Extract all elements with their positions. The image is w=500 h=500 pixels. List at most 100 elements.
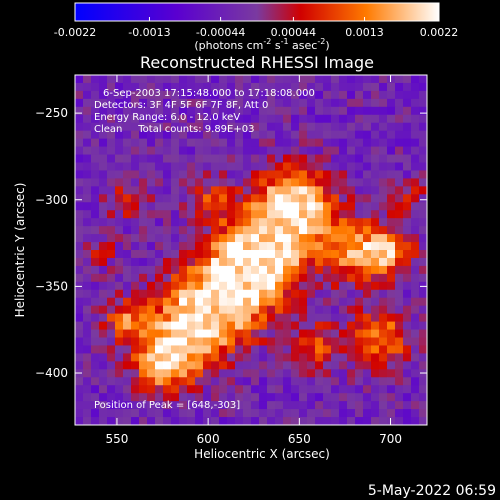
heatmap-cell	[315, 353, 324, 362]
heatmap-cell	[331, 281, 340, 291]
heatmap-cell	[123, 194, 132, 203]
heatmap-cell	[283, 130, 292, 140]
heatmap-cell	[227, 75, 236, 84]
heatmap-cell	[331, 130, 340, 140]
heatmap-cell	[331, 265, 340, 275]
heatmap-cell	[315, 218, 324, 227]
heatmap-cell	[187, 257, 196, 267]
heatmap-cell	[251, 98, 260, 108]
heatmap-cell	[315, 329, 324, 339]
heatmap-cell	[99, 321, 108, 331]
heatmap-cell	[347, 289, 356, 299]
heatmap-cell	[195, 273, 204, 283]
heatmap-cell	[219, 226, 228, 235]
heatmap-cell	[123, 98, 132, 108]
heatmap-cell	[315, 250, 324, 259]
heatmap-cell	[315, 75, 324, 84]
heatmap-cell	[99, 82, 108, 92]
heatmap-cell	[131, 130, 140, 140]
heatmap-cell	[187, 90, 196, 100]
heatmap-cell	[411, 90, 420, 100]
heatmap-cell	[275, 194, 284, 203]
heatmap-cell	[235, 98, 244, 108]
heatmap-cell	[307, 146, 316, 156]
heatmap-cell	[347, 409, 356, 418]
heatmap-cell	[291, 82, 300, 92]
heatmap-cell	[139, 385, 148, 394]
heatmap-cell	[203, 98, 212, 108]
heatmap-cell	[323, 178, 332, 187]
heatmap-cell	[275, 218, 284, 227]
heatmap-cell	[163, 210, 172, 219]
heatmap-cell	[323, 417, 332, 425]
heatmap-cell	[259, 409, 268, 418]
heatmap-cell	[243, 114, 252, 124]
heatmap-cell	[251, 122, 260, 132]
heatmap-cell	[267, 377, 276, 386]
heatmap-cell	[379, 162, 388, 172]
heatmap-cell	[195, 257, 204, 267]
heatmap-cell	[91, 297, 100, 307]
heatmap-cell	[195, 162, 204, 172]
heatmap-cell	[299, 289, 308, 299]
heatmap-cell	[347, 337, 356, 347]
heatmap-cell	[355, 313, 364, 323]
heatmap-cell	[283, 82, 292, 92]
heatmap-cell	[411, 273, 420, 283]
heatmap-cell	[395, 98, 404, 108]
heatmap-cell	[339, 218, 348, 227]
heatmap-cell	[203, 361, 212, 370]
heatmap-cell	[227, 369, 236, 378]
heatmap-cell	[219, 265, 228, 275]
heatmap-cell	[75, 138, 84, 148]
heatmap-cell	[307, 242, 316, 251]
heatmap-cell	[99, 90, 108, 100]
heatmap-cell	[171, 257, 180, 267]
heatmap-cell	[379, 361, 388, 370]
heatmap-cell	[243, 361, 252, 370]
heatmap-cell	[379, 353, 388, 362]
heatmap-cell	[371, 218, 380, 227]
heatmap-cell	[211, 178, 220, 187]
heatmap-cell	[419, 154, 427, 164]
heatmap-cell	[283, 353, 292, 362]
heatmap-cell	[387, 297, 396, 307]
heatmap-image	[75, 75, 427, 425]
heatmap-cell	[235, 75, 244, 84]
heatmap-cell	[115, 114, 124, 124]
heatmap-cell	[363, 409, 372, 418]
heatmap-cell	[275, 98, 284, 108]
heatmap-cell	[323, 210, 332, 219]
heatmap-cell	[203, 401, 212, 410]
heatmap-cell	[243, 242, 252, 251]
heatmap-cell	[227, 329, 236, 339]
heatmap-cell	[155, 377, 164, 386]
heatmap-cell	[331, 337, 340, 347]
heatmap-cell	[347, 281, 356, 291]
heatmap-cell	[187, 226, 196, 235]
heatmap-cell	[347, 401, 356, 410]
heatmap-cell	[363, 313, 372, 323]
heatmap-cell	[243, 234, 252, 243]
heatmap-cell	[235, 114, 244, 124]
heatmap-cell	[323, 377, 332, 386]
heatmap-cell	[195, 361, 204, 370]
heatmap-cell	[275, 329, 284, 339]
heatmap-cell	[227, 353, 236, 362]
heatmap-cell	[387, 154, 396, 164]
heatmap-cell	[363, 417, 372, 425]
heatmap-cell	[139, 329, 148, 339]
heatmap-cell	[131, 98, 140, 108]
heatmap-cell	[363, 122, 372, 132]
heatmap-cell	[363, 170, 372, 179]
heatmap-cell	[299, 257, 308, 267]
heatmap-cell	[99, 369, 108, 378]
heatmap-cell	[163, 281, 172, 291]
heatmap-cell	[267, 186, 276, 195]
heatmap-cell	[395, 273, 404, 283]
heatmap-cell	[267, 417, 276, 425]
heatmap-cell	[315, 106, 324, 116]
heatmap-cell	[315, 297, 324, 307]
heatmap-cell	[251, 210, 260, 219]
heatmap-cell	[147, 337, 156, 347]
